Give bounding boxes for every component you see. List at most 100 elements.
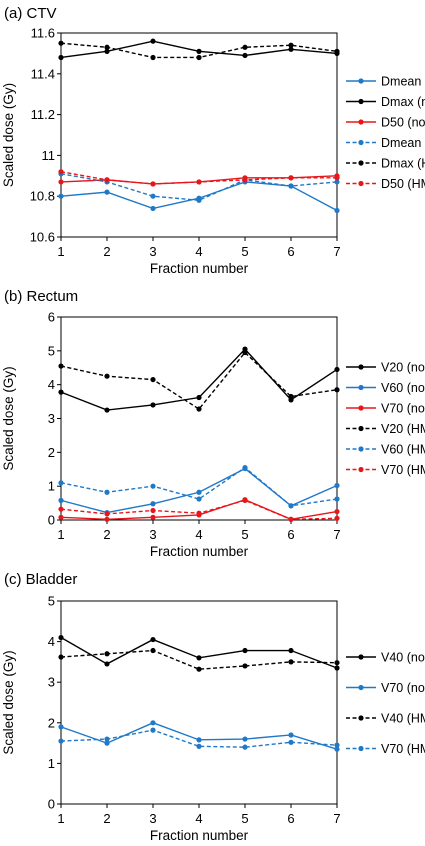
legend-label: V40 (HM) bbox=[381, 712, 425, 726]
data-point bbox=[104, 407, 110, 413]
chart-panel-1: (a) CTV 10.6 10.8 11 11.2 11.4 11.6 1 2 3 4 5 6 7 Frac… bbox=[1, 5, 425, 276]
x-tick-label: 2 bbox=[103, 527, 110, 542]
y-tick-label: 11 bbox=[42, 148, 56, 163]
data-point bbox=[58, 514, 64, 520]
y-axis-label: Scaled dose (Gy) bbox=[1, 650, 16, 754]
data-point bbox=[288, 659, 294, 665]
data-point bbox=[334, 207, 340, 214]
data-point bbox=[288, 732, 294, 738]
data-point bbox=[150, 483, 156, 489]
y-tick-label: 10.6 bbox=[30, 230, 55, 245]
data-point bbox=[334, 660, 340, 666]
data-point bbox=[58, 40, 64, 46]
data-point bbox=[288, 175, 294, 181]
legend-item: V70 (HM) bbox=[346, 463, 425, 477]
legend-item: V70 (HM) bbox=[346, 742, 425, 756]
data-point bbox=[196, 179, 202, 185]
y-tick-label: 5 bbox=[48, 594, 55, 609]
data-point bbox=[196, 406, 202, 412]
data-point bbox=[288, 516, 294, 522]
legend-marker bbox=[358, 139, 364, 146]
x-tick-label: 7 bbox=[333, 811, 340, 826]
data-point bbox=[334, 742, 340, 748]
data-point bbox=[58, 54, 64, 61]
legend-marker bbox=[358, 405, 364, 411]
data-point bbox=[150, 501, 156, 507]
legend-marker bbox=[358, 119, 364, 125]
data-point bbox=[242, 52, 248, 59]
x-tick-label: 7 bbox=[333, 527, 340, 542]
data-point bbox=[104, 48, 110, 54]
legend-item: D50 (HM) bbox=[346, 177, 425, 191]
data-point bbox=[104, 44, 110, 50]
x-tick-label: 5 bbox=[241, 244, 248, 259]
legend-marker bbox=[358, 715, 364, 721]
x-tick-label: 7 bbox=[333, 244, 340, 259]
x-tick-label: 6 bbox=[287, 244, 294, 259]
y-tick-label: 10.8 bbox=[30, 189, 55, 204]
y-tick-label: 1 bbox=[48, 756, 55, 771]
legend-label: V60 (HM) bbox=[381, 443, 425, 457]
x-tick-label: 1 bbox=[57, 244, 64, 259]
legend-marker bbox=[358, 466, 364, 473]
legend-item: V20 (non-HM) bbox=[346, 361, 425, 375]
data-point bbox=[104, 661, 110, 667]
x-tick-label: 3 bbox=[149, 811, 156, 826]
data-point bbox=[334, 665, 340, 671]
data-point bbox=[58, 654, 64, 660]
x-axis-label: Fraction number bbox=[150, 261, 249, 276]
data-point bbox=[58, 193, 64, 199]
x-tick-label: 6 bbox=[287, 527, 294, 542]
chart-title: (b) Rectum bbox=[4, 288, 78, 305]
data-point bbox=[58, 363, 64, 369]
legend-label: V60 (non-HM) bbox=[381, 381, 425, 395]
data-point bbox=[58, 179, 64, 185]
data-point bbox=[58, 497, 64, 503]
data-point bbox=[58, 389, 64, 395]
data-point bbox=[104, 177, 110, 183]
legend-item: Dmax (HM) bbox=[346, 157, 425, 171]
data-point bbox=[104, 516, 110, 522]
y-tick-label: 1 bbox=[48, 479, 55, 494]
legend-item: Dmax (non-HM) bbox=[346, 95, 425, 109]
data-point bbox=[150, 181, 156, 187]
x-tick-label: 4 bbox=[195, 527, 202, 542]
chart-title: (a) CTV bbox=[4, 5, 57, 22]
x-tick-label: 4 bbox=[195, 811, 202, 826]
data-point bbox=[104, 736, 110, 742]
y-tick-label: 5 bbox=[48, 343, 55, 358]
legend-marker bbox=[358, 446, 364, 452]
data-point bbox=[288, 183, 294, 189]
data-point bbox=[58, 506, 64, 512]
legend-item: V70 (non-HM) bbox=[346, 402, 425, 416]
legend-label: V20 (non-HM) bbox=[381, 361, 425, 375]
data-point bbox=[334, 515, 340, 521]
data-point bbox=[334, 482, 340, 489]
data-point bbox=[288, 647, 294, 654]
legend-label: V70 (non-HM) bbox=[381, 681, 425, 695]
data-point bbox=[196, 743, 202, 749]
data-point bbox=[288, 46, 294, 52]
data-point bbox=[104, 651, 110, 657]
legend-marker bbox=[358, 684, 364, 691]
data-point bbox=[242, 44, 248, 50]
y-tick-label: 2 bbox=[48, 715, 55, 730]
data-point bbox=[196, 496, 202, 502]
data-point bbox=[104, 489, 110, 495]
data-point bbox=[196, 48, 202, 54]
legend-marker bbox=[358, 98, 364, 105]
legend-label: V70 (HM) bbox=[381, 742, 425, 756]
legend-item: Dmean (HM) bbox=[346, 136, 425, 150]
data-point bbox=[334, 175, 340, 181]
data-point bbox=[150, 38, 156, 44]
legend-marker bbox=[358, 384, 364, 391]
y-tick-label: 4 bbox=[48, 634, 55, 649]
data-point bbox=[196, 510, 202, 516]
data-point bbox=[150, 647, 156, 654]
x-tick-label: 3 bbox=[149, 527, 156, 542]
data-point bbox=[196, 737, 202, 743]
data-point bbox=[196, 54, 202, 61]
data-point bbox=[334, 387, 340, 393]
